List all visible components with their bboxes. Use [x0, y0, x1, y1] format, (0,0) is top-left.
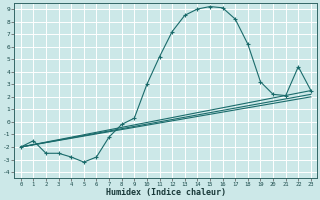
X-axis label: Humidex (Indice chaleur): Humidex (Indice chaleur)	[106, 188, 226, 197]
